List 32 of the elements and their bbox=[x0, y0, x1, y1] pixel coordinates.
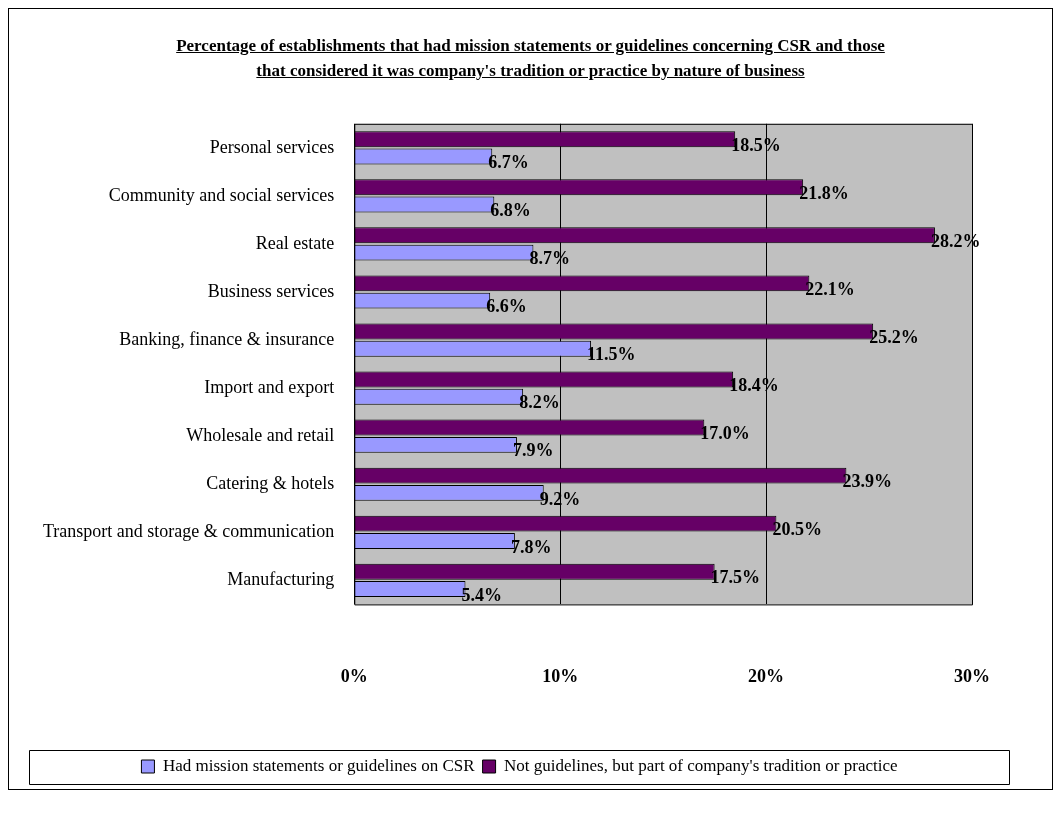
y-tick-label: Import and export bbox=[204, 376, 335, 397]
x-tick-label: 20% bbox=[748, 665, 785, 686]
x-tick-label: 10% bbox=[542, 665, 579, 686]
data-label: 17.5% bbox=[710, 567, 761, 588]
data-label: 25.2% bbox=[869, 327, 919, 348]
data-label: 23.9% bbox=[842, 471, 892, 492]
chart-title: Percentage of establishments that had mission statements or guidelines concerning CSR and those that considered it was company's tradition or practice by nature of business bbox=[175, 35, 886, 82]
data-label: 5.4% bbox=[461, 584, 502, 605]
data-label: 20.5% bbox=[772, 519, 822, 540]
data-label: 11.5% bbox=[587, 344, 636, 365]
data-label: 21.8% bbox=[799, 182, 849, 203]
y-tick-label: Real estate bbox=[255, 232, 335, 253]
data-label: 7.9% bbox=[512, 440, 554, 461]
y-tick-label: Personal services bbox=[209, 136, 335, 157]
y-tick-label: Wholesale and retail bbox=[186, 424, 335, 445]
legend-label: Had mission statements or guidelines on CSR bbox=[162, 755, 476, 775]
y-tick-label: Banking, finance & insurance bbox=[119, 328, 335, 349]
x-tick-label: 0% bbox=[340, 665, 368, 686]
data-label: 6.6% bbox=[486, 296, 527, 317]
y-tick-label: Catering & hotels bbox=[206, 472, 335, 493]
data-label: 8.2% bbox=[519, 392, 560, 413]
data-label: 17.0% bbox=[700, 423, 750, 444]
data-label: 6.7% bbox=[488, 152, 529, 173]
y-tick-label: Manufacturing bbox=[227, 569, 335, 590]
legend-label: Not guidelines, but part of company's tradition or practice bbox=[504, 755, 898, 775]
data-label: 22.1% bbox=[805, 279, 855, 300]
x-tick-label: 30% bbox=[954, 665, 990, 686]
data-label: 6.8% bbox=[490, 200, 531, 221]
y-tick-label: Community and social services bbox=[108, 184, 335, 205]
y-tick-label: Transport and storage & communication bbox=[42, 521, 335, 542]
y-tick-label: Business services bbox=[207, 280, 335, 301]
data-label: 7.8% bbox=[510, 536, 552, 557]
